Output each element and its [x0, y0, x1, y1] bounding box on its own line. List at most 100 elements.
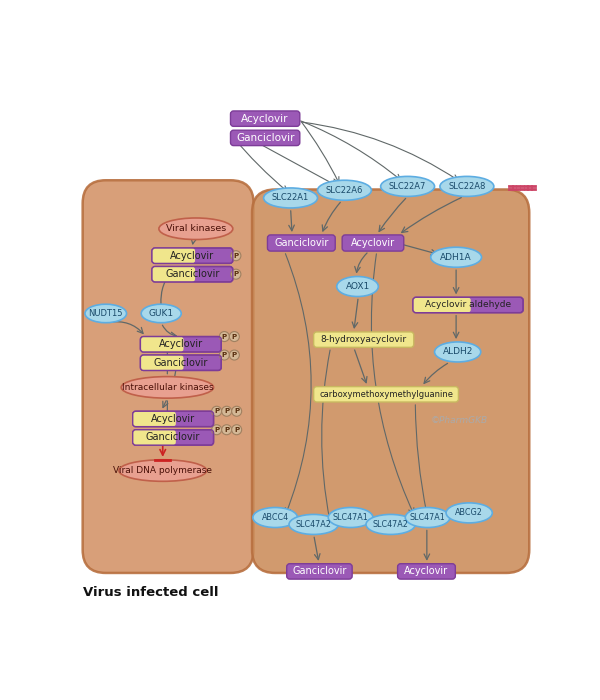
Ellipse shape: [253, 508, 298, 528]
Circle shape: [212, 406, 221, 416]
Text: SLC47A1: SLC47A1: [410, 513, 445, 522]
Ellipse shape: [328, 508, 373, 528]
Ellipse shape: [405, 508, 450, 528]
Text: ABCC4: ABCC4: [262, 513, 289, 522]
FancyBboxPatch shape: [133, 430, 176, 445]
Text: Ganciclovir: Ganciclovir: [146, 433, 200, 442]
Ellipse shape: [159, 218, 233, 239]
Text: 8-hydroxyacyclovir: 8-hydroxyacyclovir: [320, 335, 407, 344]
Text: Ganciclovir: Ganciclovir: [292, 566, 347, 576]
FancyBboxPatch shape: [287, 564, 352, 579]
Text: SLC47A1: SLC47A1: [333, 513, 368, 522]
Text: P: P: [224, 427, 229, 433]
Ellipse shape: [263, 188, 317, 208]
Text: ©PharmGKB: ©PharmGKB: [431, 416, 488, 425]
Text: P: P: [214, 427, 219, 433]
Ellipse shape: [317, 180, 371, 200]
FancyBboxPatch shape: [314, 332, 414, 347]
Ellipse shape: [380, 176, 434, 197]
Circle shape: [220, 332, 229, 342]
Ellipse shape: [366, 514, 415, 535]
FancyBboxPatch shape: [140, 355, 221, 370]
Ellipse shape: [446, 503, 493, 523]
Ellipse shape: [119, 460, 206, 482]
Ellipse shape: [431, 247, 482, 267]
Text: P: P: [224, 408, 229, 414]
FancyBboxPatch shape: [252, 190, 529, 573]
Circle shape: [229, 350, 239, 360]
Text: ADH1A: ADH1A: [440, 253, 472, 262]
FancyBboxPatch shape: [152, 248, 233, 263]
Circle shape: [220, 350, 229, 360]
Text: P: P: [222, 334, 227, 340]
Ellipse shape: [337, 276, 379, 297]
Ellipse shape: [121, 377, 214, 398]
Text: Ganciclovir: Ganciclovir: [154, 358, 208, 368]
FancyBboxPatch shape: [140, 355, 184, 370]
Text: Acyclovir: Acyclovir: [151, 414, 195, 424]
Text: Acyclovir: Acyclovir: [351, 238, 395, 248]
Text: Viral kinases: Viral kinases: [166, 224, 226, 233]
Text: SLC47A2: SLC47A2: [373, 520, 409, 529]
Text: Ganciclovir: Ganciclovir: [165, 270, 220, 279]
Text: SLC22A1: SLC22A1: [272, 193, 309, 202]
FancyBboxPatch shape: [133, 412, 214, 427]
Text: Intracellular kinases: Intracellular kinases: [122, 383, 213, 392]
Text: SLC22A6: SLC22A6: [326, 186, 363, 195]
Text: Acyclovir aldehyde: Acyclovir aldehyde: [425, 300, 511, 309]
Circle shape: [221, 425, 232, 435]
Circle shape: [221, 406, 232, 416]
Text: Acyclovir: Acyclovir: [241, 113, 289, 124]
Text: P: P: [233, 253, 238, 259]
FancyBboxPatch shape: [230, 130, 300, 146]
FancyBboxPatch shape: [152, 267, 195, 282]
FancyBboxPatch shape: [268, 235, 335, 251]
Text: Acyclovir: Acyclovir: [170, 251, 214, 260]
FancyBboxPatch shape: [413, 298, 523, 313]
Text: SLC22A7: SLC22A7: [389, 182, 426, 191]
Text: P: P: [232, 352, 237, 358]
FancyBboxPatch shape: [83, 180, 254, 573]
Text: Ganciclovir: Ganciclovir: [236, 133, 295, 143]
Text: Acyclovir: Acyclovir: [404, 566, 449, 576]
Text: NUDT15: NUDT15: [89, 309, 123, 318]
FancyBboxPatch shape: [133, 430, 214, 445]
Ellipse shape: [434, 342, 481, 362]
FancyBboxPatch shape: [314, 386, 458, 402]
Text: Virus infected cell: Virus infected cell: [83, 586, 218, 598]
Text: P: P: [234, 408, 239, 414]
Text: Ganciclovir: Ganciclovir: [274, 238, 329, 248]
Ellipse shape: [85, 304, 127, 323]
Text: Acyclovir: Acyclovir: [159, 340, 203, 349]
Ellipse shape: [141, 304, 181, 323]
Text: P: P: [232, 334, 237, 340]
Circle shape: [232, 425, 242, 435]
FancyBboxPatch shape: [152, 248, 195, 263]
FancyBboxPatch shape: [133, 412, 176, 427]
Circle shape: [232, 406, 242, 416]
Circle shape: [229, 332, 239, 342]
Circle shape: [212, 425, 221, 435]
Text: ABCG2: ABCG2: [455, 508, 483, 517]
FancyBboxPatch shape: [398, 564, 455, 579]
Ellipse shape: [289, 514, 338, 535]
FancyBboxPatch shape: [140, 337, 184, 352]
Ellipse shape: [440, 176, 494, 197]
FancyBboxPatch shape: [342, 235, 404, 251]
FancyBboxPatch shape: [413, 298, 471, 313]
Text: GUK1: GUK1: [149, 309, 174, 318]
FancyBboxPatch shape: [230, 111, 300, 126]
Text: AOX1: AOX1: [346, 282, 370, 291]
Text: carboxymethoxymethylguanine: carboxymethoxymethylguanine: [319, 390, 453, 399]
Text: Viral DNA polymerase: Viral DNA polymerase: [113, 466, 212, 475]
Text: P: P: [233, 271, 238, 277]
Text: P: P: [214, 408, 219, 414]
Text: ALDH2: ALDH2: [442, 347, 473, 356]
Circle shape: [231, 251, 241, 260]
FancyBboxPatch shape: [152, 267, 233, 282]
FancyBboxPatch shape: [140, 337, 221, 352]
Text: P: P: [234, 427, 239, 433]
Text: P: P: [222, 352, 227, 358]
Text: SLC22A8: SLC22A8: [448, 182, 485, 191]
Text: SLC47A2: SLC47A2: [296, 520, 332, 529]
